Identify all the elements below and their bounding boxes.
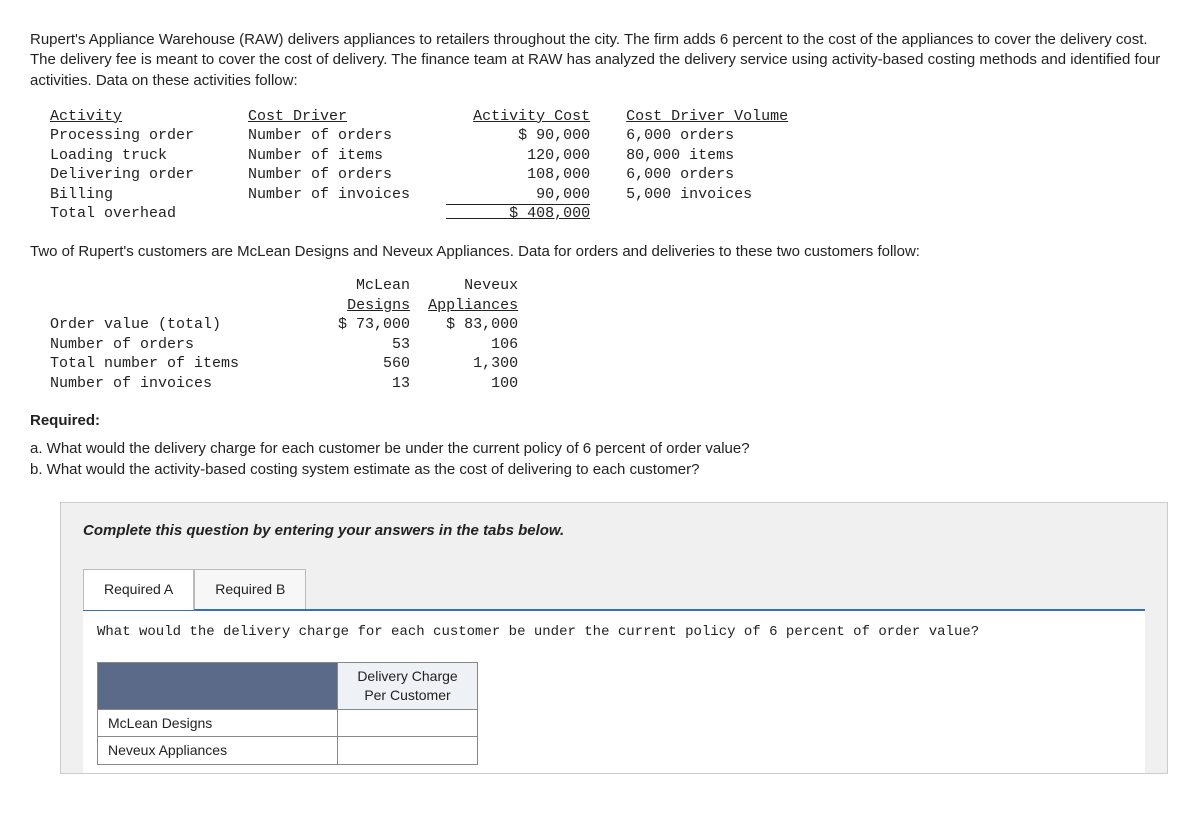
intro-paragraph: Rupert's Appliance Warehouse (RAW) deliv…: [30, 30, 1170, 91]
tab-a-question: What would the delivery charge for each …: [97, 623, 1131, 642]
tabs-bar: Required A Required B: [83, 569, 1145, 609]
tab-panel-a: What would the delivery charge for each …: [83, 609, 1145, 773]
required-title: Required:: [30, 411, 1170, 431]
row-neveux-label: Neveux Appliances: [98, 737, 338, 765]
answer-prompt: Complete this question by entering your …: [83, 521, 1145, 541]
tab-required-a[interactable]: Required A: [83, 569, 194, 610]
required-item-b: b. What would the activity-based costing…: [30, 460, 1170, 480]
answer-input-table: Delivery ChargePer Customer McLean Desig…: [97, 662, 478, 766]
delivery-charge-header: Delivery ChargePer Customer: [338, 662, 478, 709]
tab-required-b[interactable]: Required B: [194, 569, 306, 609]
answer-area: Complete this question by entering your …: [60, 502, 1168, 775]
customers-intro: Two of Rupert's customers are McLean Des…: [30, 242, 1170, 262]
table-corner-cell: [98, 662, 338, 709]
activity-table: Activity Cost Driver Activity Cost Cost …: [50, 107, 1170, 224]
row-mclean-label: McLean Designs: [98, 709, 338, 737]
required-item-a: a. What would the delivery charge for ea…: [30, 439, 1170, 459]
input-neveux-charge[interactable]: [338, 737, 478, 765]
input-mclean-charge[interactable]: [338, 709, 478, 737]
customer-table: McLean Neveux Designs Appliances Order v…: [50, 276, 1170, 393]
